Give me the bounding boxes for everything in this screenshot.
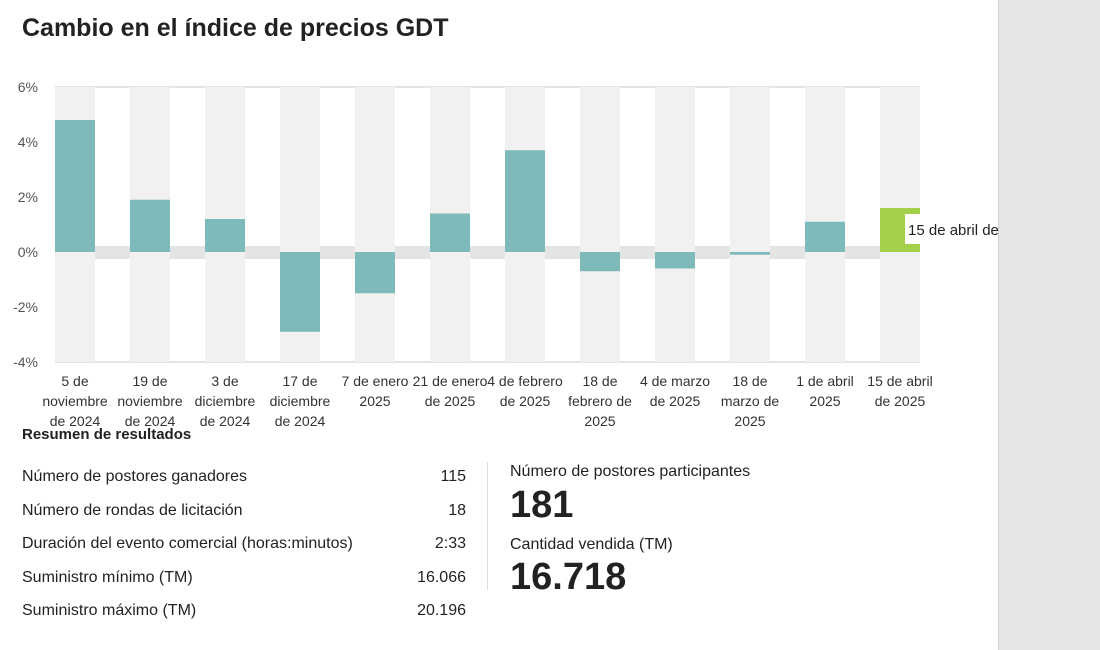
x-tick-label: de 2025 [650, 393, 701, 409]
x-tick-label: 2025 [734, 413, 765, 429]
x-tick-label: 18 de [732, 373, 767, 389]
zero-band [770, 246, 805, 259]
y-tick-label: 4% [18, 134, 38, 150]
x-tick-label: diciembre [195, 393, 256, 409]
row-label: Número de postores ganadores [22, 468, 248, 485]
bar [130, 199, 170, 252]
bar [505, 150, 545, 252]
bar [805, 221, 845, 252]
zero-band [620, 246, 655, 259]
summary-row: Duración del evento comercial (horas:min… [22, 535, 466, 553]
x-tick-label: 15 de abril [867, 373, 932, 389]
row-value: 2:33 [434, 535, 466, 552]
x-tick-label: 17 de [282, 373, 317, 389]
x-tick-label: noviembre [117, 393, 183, 409]
sold-value: 16.718 [510, 556, 627, 598]
x-tick-label: 1 de abril [796, 373, 854, 389]
x-tick-label: de 2025 [875, 393, 926, 409]
x-tick-label: 4 de febrero [487, 373, 563, 389]
column-band [655, 87, 695, 362]
row-value: 115 [440, 468, 466, 485]
x-tick-label: 2025 [809, 393, 840, 409]
tooltip-text: 15 de abril de 2025 +1,6% [908, 222, 998, 239]
participants-value: 181 [510, 484, 574, 526]
bar [55, 120, 95, 252]
x-tick-label: 3 de [211, 373, 238, 389]
row-label: Suministro máximo (TM) [22, 602, 197, 619]
x-tick-label: 4 de marzo [640, 373, 710, 389]
x-tick-label: 5 de [61, 373, 88, 389]
summary-row: Suministro máximo (TM) 20.196 [22, 602, 466, 620]
summary-title: Resumen de resultados [22, 426, 192, 443]
zero-band [320, 246, 355, 259]
zero-band [695, 246, 730, 259]
y-tick-label: 0% [18, 244, 38, 260]
summary-row: Número de postores ganadores 115 [22, 468, 466, 486]
participants-label: Número de postores participantes [510, 463, 751, 480]
row-value: 20.196 [417, 602, 466, 619]
zero-band [845, 246, 880, 259]
y-tick-label: -2% [13, 299, 38, 315]
x-tick-label: 2025 [584, 413, 615, 429]
row-value: 16.066 [417, 569, 466, 586]
bar [730, 252, 770, 255]
zero-band [545, 246, 580, 259]
zero-band [95, 246, 130, 259]
tooltip-box [905, 214, 998, 244]
zero-band [395, 246, 430, 259]
x-tick-label: de 2024 [200, 413, 251, 429]
x-tick-label: febrero de [568, 393, 632, 409]
row-label: Suministro mínimo (TM) [22, 569, 193, 586]
row-label: Número de rondas de licitación [22, 502, 243, 519]
side-panel [998, 0, 1100, 650]
bar [205, 219, 245, 252]
y-tick-label: -4% [13, 354, 38, 370]
x-tick-label: 19 de [132, 373, 167, 389]
bar [580, 252, 620, 272]
x-tick-label: de 2024 [275, 413, 326, 429]
y-tick-label: 2% [18, 189, 38, 205]
x-tick-label: 21 de enero [413, 373, 488, 389]
x-tick-label: noviembre [42, 393, 108, 409]
x-tick-label: 2025 [359, 393, 390, 409]
divider [487, 462, 488, 590]
x-tick-label: 7 de enero [342, 373, 409, 389]
zero-band [245, 246, 280, 259]
x-tick-label: de 2024 [125, 413, 176, 429]
bar [430, 213, 470, 252]
bar [355, 252, 395, 294]
x-tick-label: de 2024 [50, 413, 101, 429]
bar [280, 252, 320, 332]
x-tick-label: diciembre [270, 393, 331, 409]
x-tick-label: de 2025 [500, 393, 551, 409]
column-band [355, 87, 395, 362]
zero-band [170, 246, 205, 259]
bar [655, 252, 695, 269]
summary-row: Suministro mínimo (TM) 16.066 [22, 569, 466, 587]
sold-label: Cantidad vendida (TM) [510, 536, 673, 553]
column-band [580, 87, 620, 362]
y-tick-label: 6% [18, 79, 38, 95]
summary-row: Número de rondas de licitación 18 [22, 502, 466, 520]
bar-chart: 5 de noviembre de 2024 19 de noviembre de 202… [13, 79, 998, 429]
row-value: 18 [448, 502, 466, 519]
row-label: Duración del evento comercial (horas:min… [22, 535, 353, 552]
x-tick-label: de 2025 [425, 393, 476, 409]
column-band [730, 87, 770, 362]
x-tick-label: marzo de [721, 393, 780, 409]
chart-title: Cambio en el índice de precios GDT [22, 14, 449, 42]
zero-band [470, 246, 505, 259]
x-tick-label: 18 de [582, 373, 617, 389]
